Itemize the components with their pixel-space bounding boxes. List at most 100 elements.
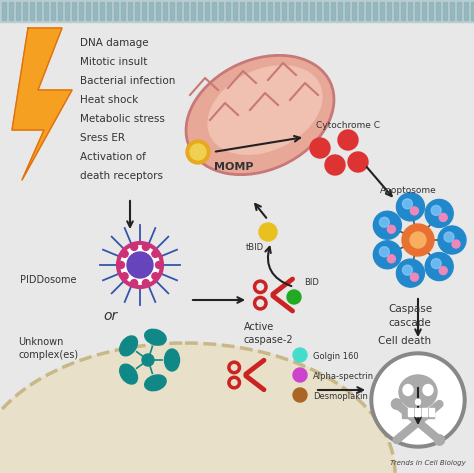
Text: Unknown: Unknown: [18, 337, 64, 347]
Text: Heat shock: Heat shock: [80, 95, 138, 105]
Circle shape: [310, 138, 330, 158]
Bar: [16, 2, 20, 20]
Bar: [2, 2, 6, 20]
Bar: [233, 2, 237, 20]
Bar: [191, 2, 195, 20]
Circle shape: [121, 250, 128, 257]
Circle shape: [425, 200, 453, 228]
Bar: [296, 2, 300, 20]
Circle shape: [387, 225, 395, 233]
Bar: [107, 2, 111, 20]
Bar: [422, 2, 426, 20]
Text: BID: BID: [304, 278, 319, 287]
Circle shape: [370, 352, 466, 448]
Circle shape: [118, 243, 162, 287]
Ellipse shape: [120, 336, 137, 356]
Bar: [436, 2, 440, 20]
Bar: [429, 2, 433, 20]
Bar: [212, 2, 216, 20]
Bar: [289, 2, 293, 20]
Circle shape: [392, 399, 401, 409]
Bar: [443, 2, 447, 20]
Circle shape: [152, 272, 159, 280]
Circle shape: [127, 252, 153, 278]
Circle shape: [142, 280, 149, 287]
Text: Apoptosome: Apoptosome: [380, 186, 437, 195]
Circle shape: [186, 140, 210, 164]
Bar: [268, 2, 272, 20]
Text: Activation of: Activation of: [80, 152, 146, 162]
Bar: [338, 2, 342, 20]
Circle shape: [338, 130, 358, 150]
Text: Caspase: Caspase: [388, 304, 432, 314]
Bar: [317, 2, 321, 20]
Bar: [324, 2, 328, 20]
Circle shape: [118, 262, 125, 269]
Circle shape: [438, 226, 466, 254]
Circle shape: [402, 224, 434, 256]
Bar: [205, 2, 209, 20]
Circle shape: [396, 259, 424, 287]
Circle shape: [402, 199, 412, 209]
Circle shape: [374, 241, 401, 269]
Ellipse shape: [164, 349, 180, 371]
Bar: [429, 408, 434, 416]
Text: Active: Active: [244, 322, 274, 332]
Bar: [142, 2, 146, 20]
Ellipse shape: [186, 55, 334, 175]
Bar: [345, 2, 349, 20]
Circle shape: [410, 207, 419, 215]
Circle shape: [131, 280, 137, 287]
Circle shape: [431, 259, 441, 269]
Bar: [149, 2, 153, 20]
Circle shape: [392, 399, 401, 409]
Bar: [380, 2, 384, 20]
Circle shape: [348, 152, 368, 172]
Bar: [457, 2, 461, 20]
Bar: [65, 2, 69, 20]
Bar: [408, 2, 412, 20]
Bar: [471, 2, 474, 20]
Circle shape: [155, 262, 163, 269]
Text: tBID: tBID: [246, 243, 264, 252]
Circle shape: [425, 253, 453, 280]
Bar: [331, 2, 335, 20]
Bar: [359, 2, 363, 20]
Bar: [135, 2, 139, 20]
Bar: [121, 2, 125, 20]
Bar: [86, 2, 90, 20]
Bar: [0, 0, 474, 22]
Circle shape: [435, 435, 445, 445]
Bar: [415, 2, 419, 20]
Bar: [37, 2, 41, 20]
Bar: [219, 2, 223, 20]
Bar: [415, 408, 420, 416]
Bar: [114, 2, 118, 20]
Ellipse shape: [145, 375, 166, 391]
Circle shape: [379, 247, 389, 257]
Bar: [422, 408, 427, 416]
Text: Cell death: Cell death: [378, 336, 431, 346]
Bar: [352, 2, 356, 20]
Bar: [93, 2, 97, 20]
Bar: [79, 2, 83, 20]
Circle shape: [444, 232, 454, 242]
Bar: [373, 2, 377, 20]
Ellipse shape: [399, 375, 437, 409]
Bar: [275, 2, 279, 20]
Bar: [128, 2, 132, 20]
Circle shape: [142, 244, 149, 250]
Ellipse shape: [208, 66, 322, 154]
Circle shape: [131, 244, 137, 250]
Ellipse shape: [403, 385, 413, 395]
Circle shape: [124, 249, 156, 281]
Bar: [177, 2, 181, 20]
Circle shape: [435, 435, 445, 445]
Bar: [310, 2, 314, 20]
Ellipse shape: [120, 364, 137, 384]
Circle shape: [374, 211, 401, 239]
Bar: [247, 2, 251, 20]
Polygon shape: [12, 28, 72, 180]
Text: complex(es): complex(es): [18, 350, 78, 360]
Circle shape: [121, 272, 128, 280]
